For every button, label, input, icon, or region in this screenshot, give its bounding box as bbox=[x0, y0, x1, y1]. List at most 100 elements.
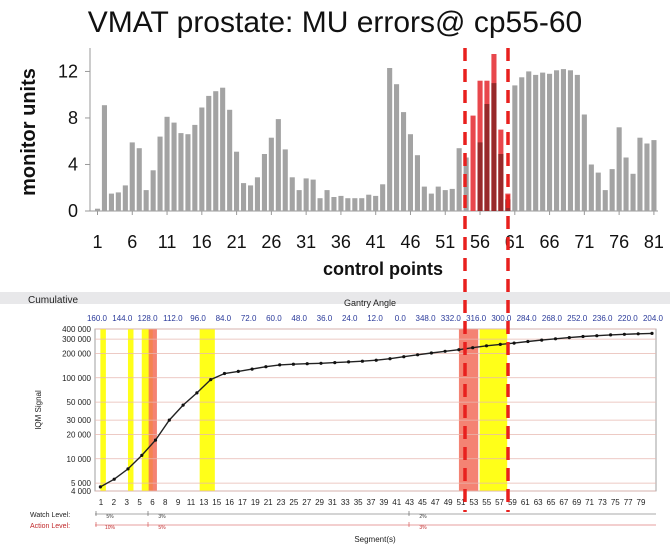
cumulative-point bbox=[429, 351, 433, 355]
top-tick-label: 284.0 bbox=[517, 314, 538, 323]
top-tick-label: 12.0 bbox=[367, 314, 383, 323]
plot-area bbox=[94, 328, 657, 492]
cumulative-point bbox=[319, 361, 323, 365]
x-tick-label: 15 bbox=[212, 498, 221, 507]
x-tick-label: 75 bbox=[611, 498, 620, 507]
bar bbox=[623, 157, 629, 211]
bar bbox=[143, 190, 149, 211]
cumulative-point bbox=[526, 339, 530, 344]
bar bbox=[268, 137, 274, 211]
bar bbox=[428, 193, 434, 211]
bar bbox=[595, 172, 601, 211]
x-tick-label: 2 bbox=[112, 498, 117, 507]
x-tick-label: 76 bbox=[609, 232, 629, 252]
x-tick-label: 31 bbox=[296, 232, 316, 252]
bar bbox=[352, 198, 358, 211]
x-tick-label: 43 bbox=[405, 498, 414, 507]
x-tick-label: 33 bbox=[341, 498, 350, 507]
bar bbox=[275, 119, 281, 211]
bar bbox=[185, 134, 191, 211]
x-tick-label: 53 bbox=[469, 498, 478, 507]
bar bbox=[199, 107, 205, 211]
x-tick-label: 31 bbox=[328, 498, 337, 507]
yellow-band bbox=[199, 329, 215, 491]
top-tick-label: 252.0 bbox=[567, 314, 588, 323]
x-tick-label: 1 bbox=[92, 232, 102, 252]
bar bbox=[122, 185, 128, 211]
top-tick-label: 96.0 bbox=[190, 314, 206, 323]
top-tick-label: 36.0 bbox=[317, 314, 333, 323]
top-tick-label: 128.0 bbox=[138, 314, 159, 323]
cumulative-point bbox=[209, 378, 213, 382]
x-tick-label: 23 bbox=[277, 498, 286, 507]
bar bbox=[129, 142, 135, 211]
bar bbox=[380, 184, 386, 211]
x-tick-label: 16 bbox=[225, 498, 234, 507]
y-tick-label: 4 bbox=[68, 154, 78, 174]
watch-level-value: 2% bbox=[419, 514, 427, 520]
bar bbox=[150, 170, 156, 211]
bar bbox=[616, 127, 622, 211]
action-level-value: 3% bbox=[419, 525, 427, 531]
y-tick-label: 4 000 bbox=[71, 487, 92, 496]
cumulative-point bbox=[512, 341, 516, 345]
bar bbox=[630, 173, 636, 211]
bar bbox=[387, 68, 393, 211]
bar bbox=[373, 195, 379, 211]
x-tick-label: 45 bbox=[418, 498, 427, 507]
bar bbox=[345, 198, 351, 211]
watch-level-value: 5% bbox=[106, 514, 114, 520]
cumulative-point bbox=[347, 360, 351, 364]
x-tick-label: 41 bbox=[366, 232, 386, 252]
bar bbox=[241, 183, 247, 211]
bar bbox=[414, 155, 420, 211]
bar-overlay bbox=[498, 154, 504, 211]
red-band bbox=[148, 329, 157, 491]
x-tick-label: 1 bbox=[99, 498, 104, 507]
x-tick-label: 11 bbox=[187, 498, 196, 507]
cumulative-point bbox=[236, 369, 240, 373]
cumulative-point bbox=[581, 334, 585, 339]
cumulative-point bbox=[498, 342, 502, 346]
chart-header-title: Cumulative bbox=[28, 295, 78, 306]
cumulative-point bbox=[250, 367, 254, 371]
bar bbox=[178, 133, 184, 211]
bar bbox=[331, 197, 337, 211]
x-tick-label: 71 bbox=[585, 498, 594, 507]
x-tick-label: 73 bbox=[598, 498, 607, 507]
bar-overlay bbox=[484, 104, 490, 211]
bar-overlay bbox=[477, 142, 483, 211]
cumulative-point bbox=[636, 332, 640, 336]
bar bbox=[435, 186, 441, 211]
cumulative-point bbox=[140, 453, 144, 457]
top-tick-label: 316.0 bbox=[466, 314, 487, 323]
bar bbox=[609, 169, 615, 211]
bar bbox=[560, 69, 566, 211]
cumulative-point bbox=[595, 334, 599, 338]
x-tick-label: 9 bbox=[176, 498, 181, 507]
cumulative-point bbox=[609, 333, 613, 337]
x-tick-label: 19 bbox=[251, 498, 260, 507]
y-tick-label: 20 000 bbox=[67, 430, 92, 439]
x-tick-label: 77 bbox=[624, 498, 633, 507]
y-tick-label: 10 000 bbox=[67, 455, 92, 464]
top-tick-label: 348.0 bbox=[416, 314, 437, 323]
bar bbox=[254, 177, 260, 211]
top-tick-label: 300.0 bbox=[491, 314, 512, 323]
top-tick-label: 160.0 bbox=[87, 314, 108, 323]
cumulative-point bbox=[195, 391, 199, 395]
y-tick-label: 30 000 bbox=[67, 416, 92, 425]
x-tick-label: 56 bbox=[470, 232, 490, 252]
x-tick-label: 63 bbox=[534, 498, 543, 507]
top-tick-label: 112.0 bbox=[163, 314, 183, 323]
y-tick-label: 12 bbox=[58, 61, 78, 81]
cumulative-point bbox=[622, 332, 627, 336]
bar bbox=[512, 85, 518, 211]
bar bbox=[206, 95, 212, 211]
bar bbox=[588, 164, 594, 211]
cumulative-point bbox=[567, 336, 571, 340]
top-tick-label: 24.0 bbox=[342, 314, 358, 323]
x-tick-label: 67 bbox=[559, 498, 568, 507]
cumulative-point bbox=[167, 418, 171, 422]
x-tick-label: 65 bbox=[547, 498, 556, 507]
